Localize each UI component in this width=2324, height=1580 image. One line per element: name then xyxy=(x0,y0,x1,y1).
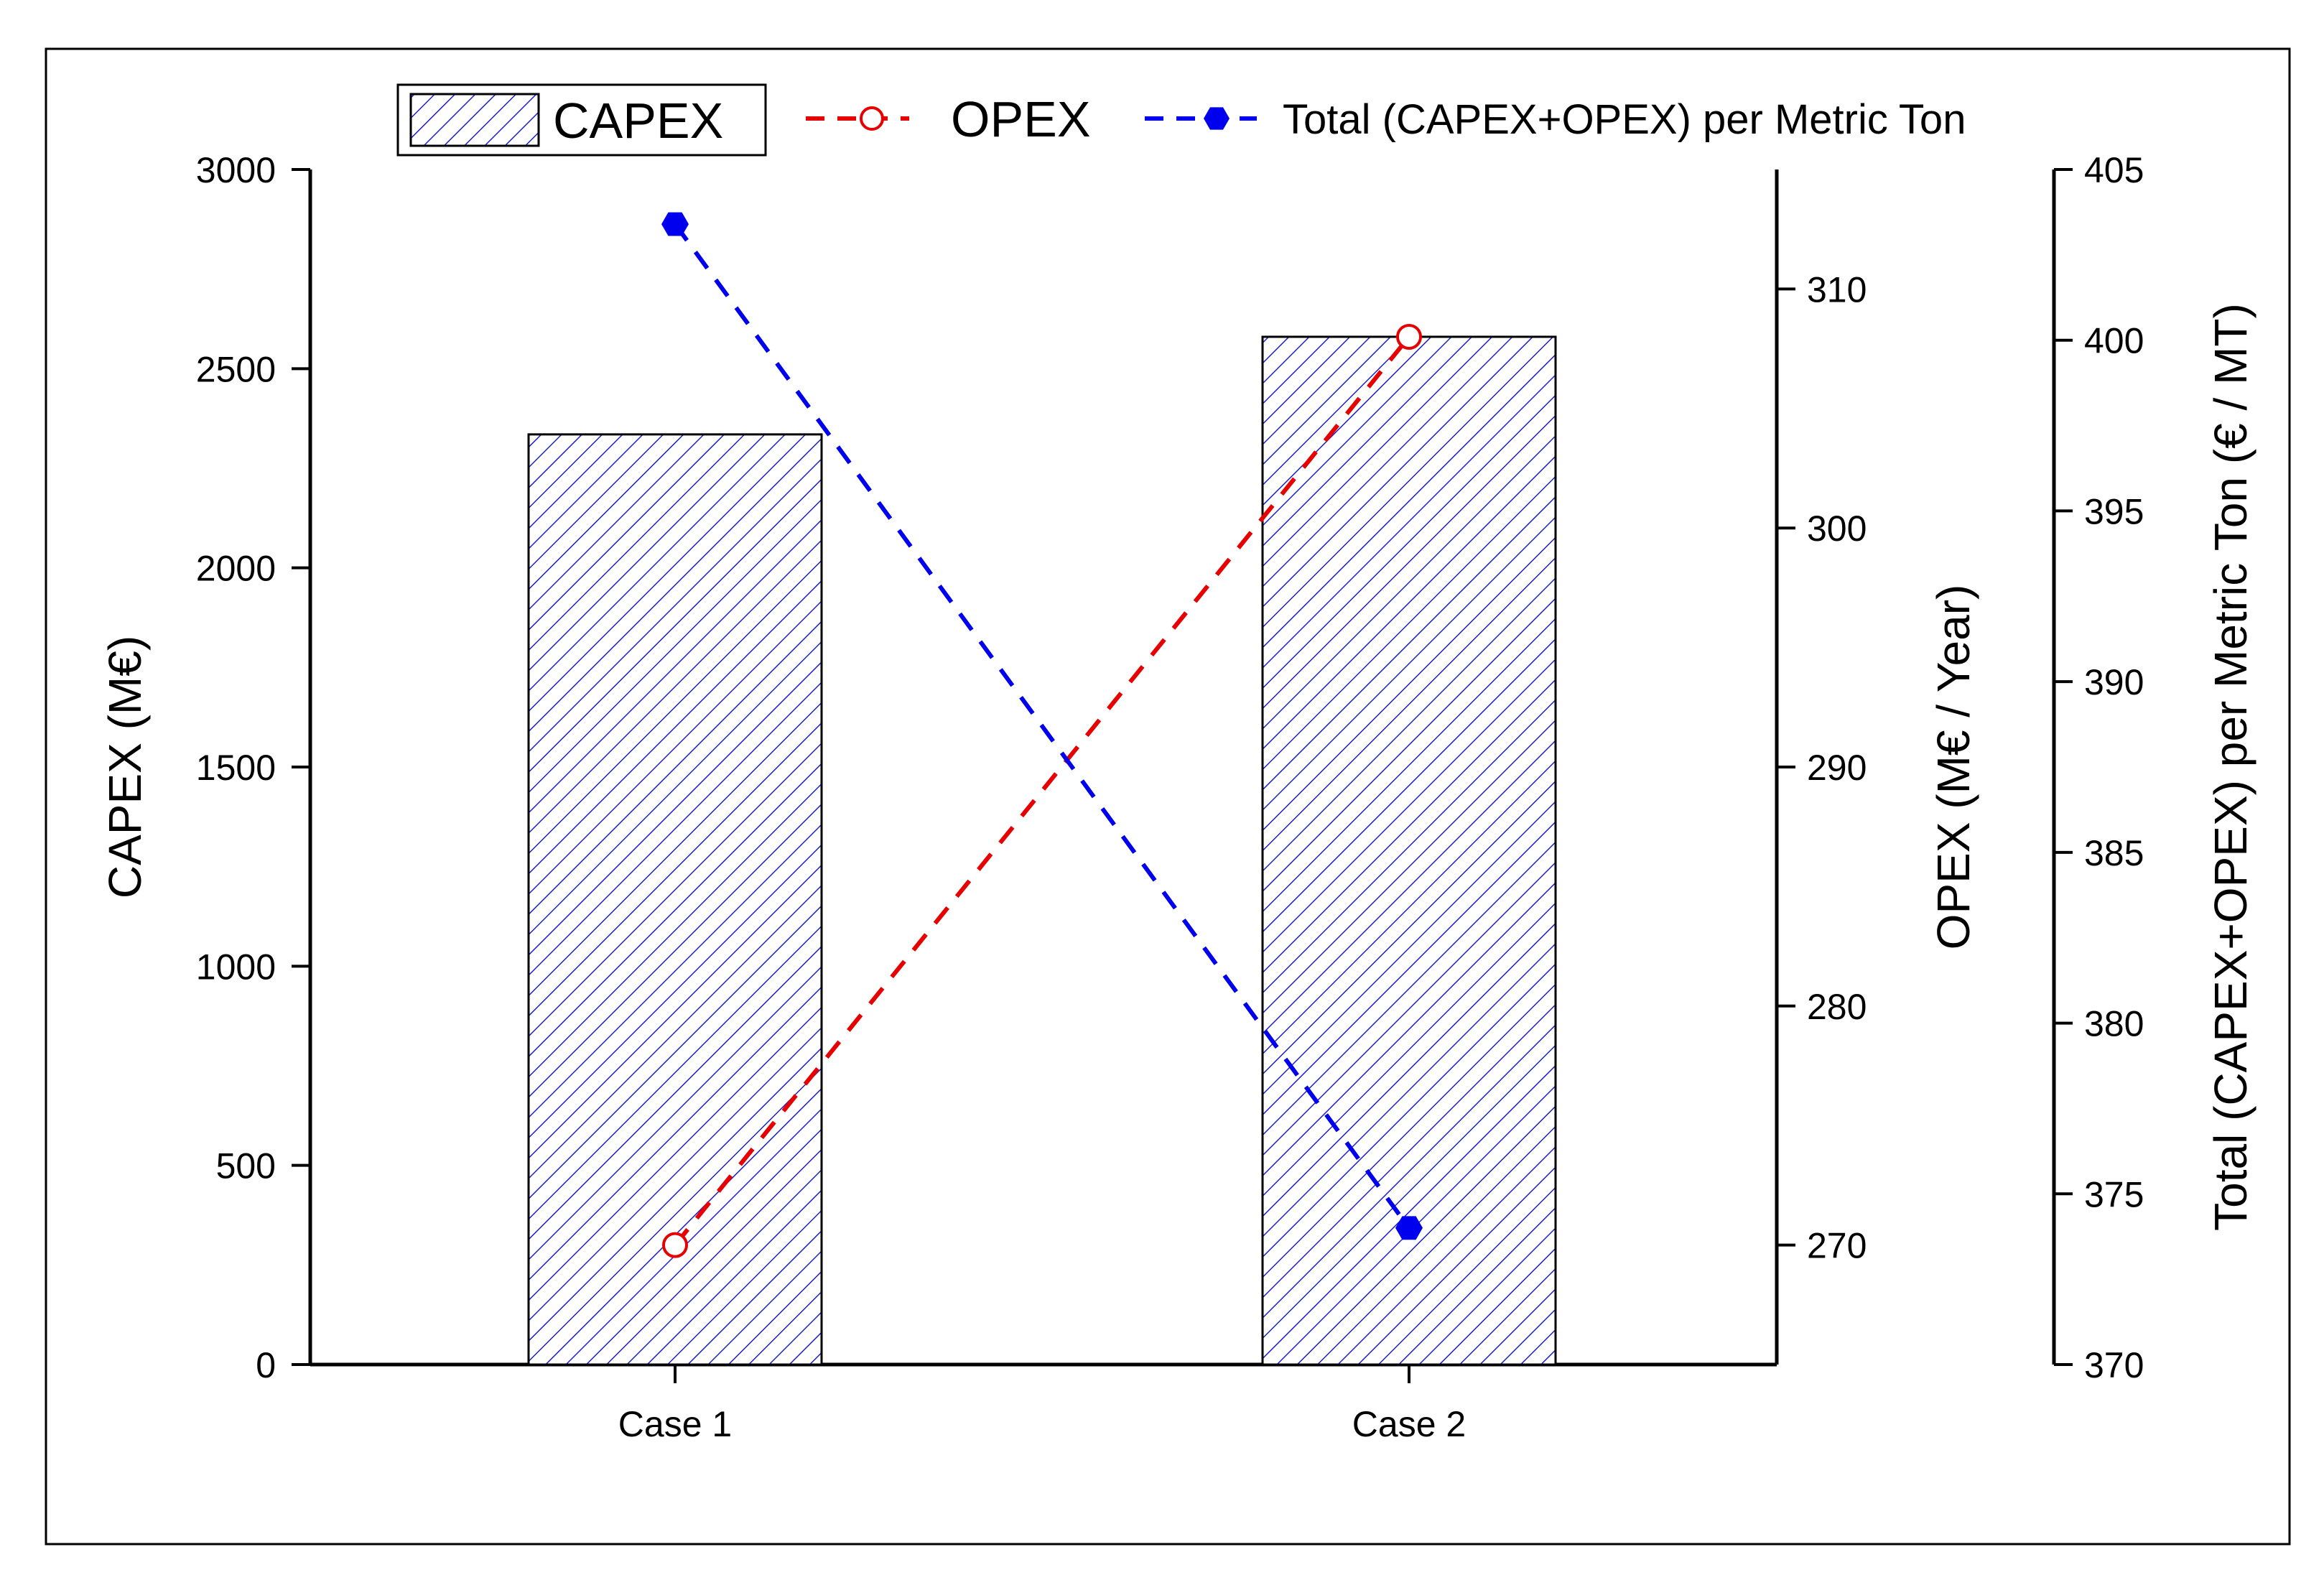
legend-capex-swatch xyxy=(409,93,540,147)
opex-axis-title: OPEX (M€ / Year) xyxy=(1928,585,1979,950)
total-axis-title: Total (CAPEX+OPEX) per Metric Ton (€ / M… xyxy=(2205,303,2256,1231)
legend-opex-marker xyxy=(860,106,884,131)
total-line xyxy=(673,223,1411,1230)
total-tick-label: 400 xyxy=(2084,321,2144,361)
opex-point xyxy=(1396,323,1422,350)
total-tick-label: 405 xyxy=(2084,150,2144,190)
total-axis: 370 375 380 385 390 395 400 405 xyxy=(2052,150,2144,1385)
figure-frame xyxy=(45,47,2291,1546)
total-point xyxy=(1395,1216,1423,1240)
total-tick-label: 395 xyxy=(2084,491,2144,531)
legend-opex-label: OPEX xyxy=(951,91,1091,147)
capex-tick-label: 2500 xyxy=(196,349,276,389)
opex-axis: 270 280 290 300 310 xyxy=(1775,169,1867,1365)
capex-bar xyxy=(527,433,823,1366)
opex-point xyxy=(662,1232,688,1258)
series-lines xyxy=(673,223,1411,1247)
legend: CAPEX OPEX Total (CAPEX+OPEX) per Metric… xyxy=(396,83,1966,157)
legend-total-label: Total (CAPEX+OPEX) per Metric Ton xyxy=(1283,96,1966,143)
capex-tick-label: 1000 xyxy=(196,947,276,987)
opex-tick-label: 270 xyxy=(1807,1226,1867,1266)
capex-axis-title: CAPEX (M€) xyxy=(99,636,151,898)
capex-tick-label: 1500 xyxy=(196,748,276,788)
capex-bars xyxy=(527,335,1557,1366)
total-tick-label: 380 xyxy=(2084,1004,2144,1044)
capex-tick-label: 2000 xyxy=(196,549,276,589)
series-markers xyxy=(661,212,1423,1258)
total-tick-label: 370 xyxy=(2084,1345,2144,1385)
total-tick-label: 385 xyxy=(2084,833,2144,873)
opex-line xyxy=(673,335,1411,1247)
opex-tick-label: 310 xyxy=(1807,269,1867,310)
legend-capex-label: CAPEX xyxy=(553,93,723,149)
total-point xyxy=(661,212,689,236)
capex-bar xyxy=(1261,335,1557,1366)
total-tick-label: 390 xyxy=(2084,662,2144,702)
capex-axis: 0 500 1000 1500 2000 2500 3000 xyxy=(196,150,312,1385)
category-label: Case 1 xyxy=(618,1404,732,1444)
legend-total-marker xyxy=(1204,107,1230,130)
opex-tick-label: 280 xyxy=(1807,987,1867,1027)
capex-tick-label: 0 xyxy=(256,1345,276,1385)
total-tick-label: 375 xyxy=(2084,1174,2144,1214)
category-label: Case 2 xyxy=(1352,1404,1466,1444)
capex-tick-label: 500 xyxy=(216,1146,276,1186)
category-axis: Case 1 Case 2 xyxy=(310,1362,1777,1444)
capex-tick-label: 3000 xyxy=(196,150,276,190)
opex-tick-label: 290 xyxy=(1807,748,1867,788)
opex-tick-label: 300 xyxy=(1807,508,1867,549)
